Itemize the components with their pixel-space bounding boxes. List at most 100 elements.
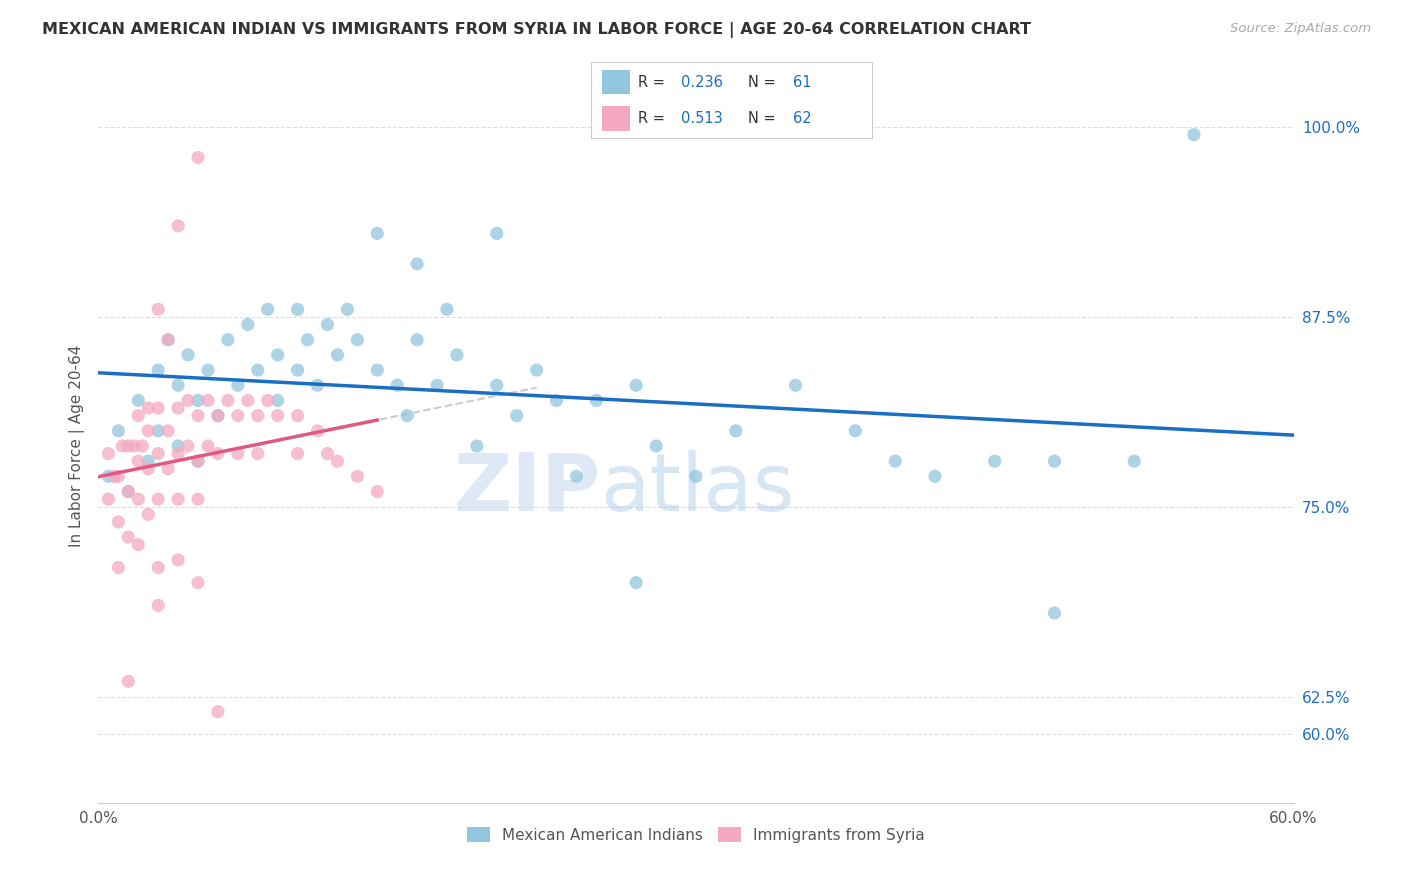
Text: ZIP: ZIP xyxy=(453,450,600,528)
Point xyxy=(526,363,548,377)
Point xyxy=(167,401,190,415)
Point xyxy=(465,439,488,453)
Point xyxy=(167,219,190,233)
Point xyxy=(111,439,134,453)
Point xyxy=(546,393,568,408)
Point xyxy=(366,227,388,241)
Point xyxy=(316,447,339,461)
Text: MEXICAN AMERICAN INDIAN VS IMMIGRANTS FROM SYRIA IN LABOR FORCE | AGE 20-64 CORR: MEXICAN AMERICAN INDIAN VS IMMIGRANTS FR… xyxy=(42,22,1031,38)
Text: N =: N = xyxy=(748,75,780,90)
Point xyxy=(236,393,259,408)
Point xyxy=(307,378,329,392)
Point xyxy=(127,454,149,468)
Point xyxy=(148,447,170,461)
Point xyxy=(167,378,190,392)
Point xyxy=(136,508,159,522)
Point xyxy=(246,447,269,461)
Bar xyxy=(602,106,630,130)
Text: 0.236: 0.236 xyxy=(681,75,723,90)
Point xyxy=(287,302,309,317)
Point xyxy=(107,469,129,483)
Y-axis label: In Labor Force | Age 20-64: In Labor Force | Age 20-64 xyxy=(69,345,84,547)
Point xyxy=(924,469,946,483)
Point xyxy=(626,575,648,590)
Text: R =: R = xyxy=(638,111,669,126)
Point xyxy=(148,424,170,438)
Point xyxy=(136,401,159,415)
Point xyxy=(446,348,468,362)
Point xyxy=(187,492,209,507)
Point xyxy=(117,439,139,453)
Point xyxy=(1043,454,1066,468)
Point xyxy=(336,302,359,317)
Text: 61: 61 xyxy=(793,75,811,90)
Point xyxy=(724,424,747,438)
Point xyxy=(316,318,339,332)
Point xyxy=(207,705,229,719)
Point xyxy=(785,378,807,392)
Point xyxy=(117,674,139,689)
Bar xyxy=(602,70,630,95)
Text: R =: R = xyxy=(638,75,669,90)
Point xyxy=(148,401,170,415)
Point xyxy=(148,302,170,317)
Point xyxy=(127,492,149,507)
Point xyxy=(346,333,368,347)
Point xyxy=(406,333,429,347)
Point xyxy=(136,462,159,476)
Point xyxy=(148,560,170,574)
Point xyxy=(207,409,229,423)
Point xyxy=(485,378,508,392)
Point xyxy=(127,393,149,408)
Point xyxy=(157,462,180,476)
Point xyxy=(685,469,707,483)
Point xyxy=(565,469,588,483)
Point xyxy=(177,439,200,453)
Point xyxy=(177,393,200,408)
Point xyxy=(103,469,125,483)
Point xyxy=(297,333,319,347)
Point xyxy=(107,515,129,529)
Point xyxy=(326,454,349,468)
Point xyxy=(148,492,170,507)
Point xyxy=(436,302,458,317)
Point xyxy=(506,409,529,423)
Point xyxy=(124,439,146,453)
Point xyxy=(246,409,269,423)
Point xyxy=(267,409,290,423)
Text: N =: N = xyxy=(748,111,780,126)
Point xyxy=(136,424,159,438)
Point xyxy=(187,393,209,408)
Point xyxy=(157,333,180,347)
Point xyxy=(226,378,249,392)
Text: 62: 62 xyxy=(793,111,811,126)
Point xyxy=(197,439,219,453)
Point xyxy=(197,363,219,377)
Point xyxy=(287,363,309,377)
Point xyxy=(97,492,120,507)
Point xyxy=(167,492,190,507)
Point xyxy=(207,447,229,461)
Point xyxy=(127,538,149,552)
Point xyxy=(226,409,249,423)
Legend: Mexican American Indians, Immigrants from Syria: Mexican American Indians, Immigrants fro… xyxy=(461,821,931,848)
Point xyxy=(148,599,170,613)
Point xyxy=(645,439,668,453)
Point xyxy=(256,302,278,317)
Point xyxy=(207,409,229,423)
Point xyxy=(1043,606,1066,620)
Point xyxy=(167,553,190,567)
Point xyxy=(984,454,1007,468)
Point xyxy=(1182,128,1205,142)
Point xyxy=(177,348,200,362)
Point xyxy=(366,484,388,499)
Point xyxy=(485,227,508,241)
Point xyxy=(148,363,170,377)
Point xyxy=(385,378,409,392)
Point xyxy=(217,393,239,408)
Point xyxy=(1123,454,1146,468)
Point xyxy=(167,447,190,461)
Point xyxy=(406,257,429,271)
Point xyxy=(287,447,309,461)
Point xyxy=(157,333,180,347)
